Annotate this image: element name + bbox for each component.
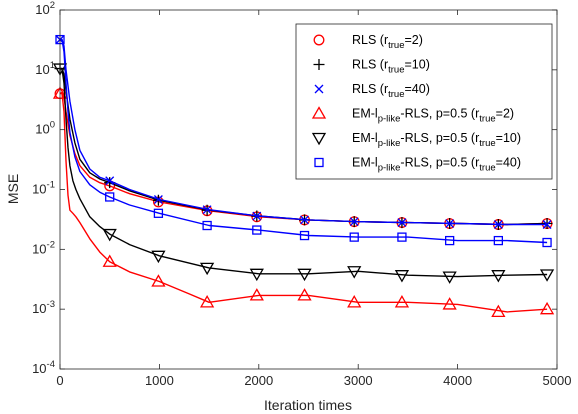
y-tick-label: 10-3 [32,299,55,316]
legend-label: RLS (rtrue=2) [352,33,423,51]
legend: RLS (rtrue=2) RLS (rtrue=10) RLS (rtrue=40… [295,23,553,180]
data-point-marker [539,269,555,282]
data-point-marker [252,211,262,221]
legend-marker [313,59,325,70]
data-point-marker [105,176,115,186]
data-point-marker [199,295,215,308]
data-point-marker [349,232,359,242]
data-point-marker [442,271,457,284]
data-point-marker [299,230,310,241]
x-tick-label: 1000 [145,373,174,388]
series-5 [52,63,555,284]
data-point-marker [397,218,407,228]
data-point-marker [105,192,115,202]
data-point-marker [444,235,455,246]
axis-ticks: 0 1000 2000 3000 4000 5000 10-4 10-3 10-2 10-1 100… [32,0,571,388]
data-point-marker [491,304,506,318]
y-tick-label: 100 [35,120,55,137]
legend-marker [311,132,327,146]
legend-label: EM-lp-like-RLS, p=0.5 (rtrue=2) [352,107,514,125]
data-point-marker [347,266,362,279]
data-point-marker [442,297,457,310]
data-point-marker [491,270,506,283]
legend-label: RLS (rtrue=10) [352,58,430,76]
data-point-marker [249,268,264,282]
series-line [60,38,548,226]
x-tick-label: 0 [56,373,63,388]
data-point-marker [202,220,212,231]
series-3 [55,35,552,229]
data-point-marker [397,232,407,242]
x-tick-label: 2000 [244,373,273,388]
series-layer [52,34,555,318]
data-point-marker [349,217,359,227]
data-point-marker [394,270,410,283]
data-point-marker [542,237,552,248]
data-point-marker [347,295,362,308]
legend-label: RLS (rtrue=40) [352,82,430,100]
data-point-marker [493,235,504,246]
x-tick-label: 4000 [443,373,472,388]
legend-marker [313,34,325,46]
y-tick-label: 102 [35,0,55,17]
series-4 [52,86,555,318]
legend-marker [311,106,327,119]
legend-marker [314,157,324,168]
series-line [60,92,548,313]
data-point-marker [153,208,164,218]
data-point-marker [199,262,215,276]
data-point-marker [539,301,555,315]
legend-marker [314,84,324,94]
legend-label: EM-lp-like-RLS, p=0.5 (rtrue=40) [352,156,521,174]
x-tick-label: 3000 [344,373,373,388]
data-point-marker [151,274,166,287]
data-point-marker [102,228,117,242]
series-line [60,38,548,244]
y-tick-label: 10-4 [32,359,55,376]
data-point-marker [102,254,117,267]
data-point-marker [541,218,553,230]
series-6 [55,34,552,248]
data-point-marker [493,220,503,229]
y-tick-label: 10-2 [32,239,55,256]
x-axis-label: Iteration times [264,397,352,413]
data-point-marker [297,268,312,282]
legend-box [295,23,553,180]
data-point-marker [151,250,166,264]
data-point-marker [445,219,455,228]
data-point-marker [300,215,309,225]
y-axis-label: MSE [5,174,21,204]
data-point-marker [542,220,552,229]
y-tick-label: 10-1 [32,180,55,197]
data-point-marker [202,205,212,215]
data-point-marker [249,288,264,301]
legend-label: EM-lp-like-RLS, p=0.5 (rtrue=10) [352,131,521,149]
data-point-marker [153,195,163,204]
x-tick-label: 5000 [543,373,572,388]
data-point-marker [394,295,410,308]
data-point-marker [297,288,312,301]
data-point-marker [252,225,262,235]
y-tick-label: 101 [35,60,55,77]
